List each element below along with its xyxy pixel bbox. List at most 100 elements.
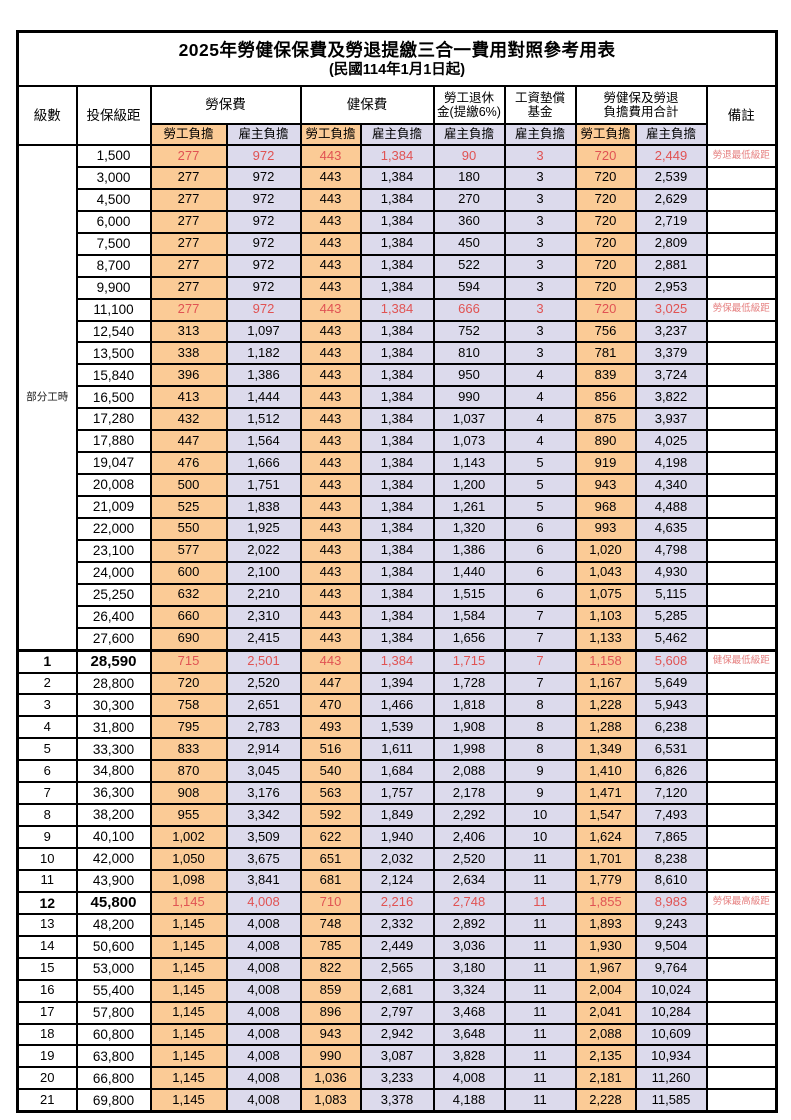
subheader-total-employer: 雇主負擔 bbox=[634, 123, 708, 146]
value-cell: 4,635 bbox=[634, 516, 708, 541]
subheader-fund-employer: 雇主負擔 bbox=[503, 123, 577, 146]
value-cell: 1,002 bbox=[149, 825, 228, 849]
bracket-cell: 66,800 bbox=[75, 1066, 152, 1091]
value-cell: 443 bbox=[299, 165, 362, 190]
note-cell bbox=[705, 560, 778, 585]
table-row: 部分工時 1,500 277 972 443 1,384 90 3 720 2,449 勞退最低級距 bbox=[16, 143, 778, 652]
value-cell: 4,008 bbox=[225, 1066, 302, 1091]
level-cell: 5 bbox=[16, 737, 78, 762]
value-cell: 270 bbox=[432, 187, 506, 212]
value-cell: 277 bbox=[149, 165, 228, 190]
note-cell bbox=[705, 253, 778, 278]
page-title: 2025年勞健保保費及勞退提繳三合一費用對照參考用表 bbox=[178, 39, 616, 60]
value-cell: 2,501 bbox=[225, 648, 302, 674]
value-cell: 1,182 bbox=[225, 341, 302, 366]
note-cell bbox=[705, 693, 778, 718]
value-cell: 1,384 bbox=[359, 297, 435, 322]
value-cell: 1,145 bbox=[149, 978, 228, 1003]
value-cell: 6 bbox=[503, 538, 577, 563]
value-cell: 5,115 bbox=[634, 582, 708, 607]
value-cell: 1,145 bbox=[149, 1044, 228, 1069]
value-cell: 6,826 bbox=[634, 759, 708, 784]
level-cell: 16 bbox=[16, 978, 78, 1003]
value-cell: 4,340 bbox=[634, 473, 708, 497]
table-row: 14 50,600 1,145 4,008 785 2,449 3,036 11 1,930 9,… bbox=[16, 934, 778, 959]
value-cell: 8 bbox=[503, 715, 577, 740]
value-cell: 1,701 bbox=[574, 847, 637, 871]
value-cell: 594 bbox=[432, 275, 506, 300]
value-cell: 577 bbox=[149, 538, 228, 563]
table-row: 12,540 313 1,097 443 1,384 752 3 756 3,237 bbox=[18, 319, 778, 344]
level-cell: 9 bbox=[16, 825, 78, 849]
table-row: 7 36,300 908 3,176 563 1,757 2,178 9 1,471 7,120 bbox=[16, 781, 778, 806]
bracket-cell: 8,700 bbox=[75, 253, 152, 278]
value-cell: 4 bbox=[503, 385, 577, 410]
value-cell: 1,384 bbox=[359, 473, 435, 497]
value-cell: 908 bbox=[149, 781, 228, 806]
bracket-cell: 63,800 bbox=[75, 1044, 152, 1069]
value-cell: 443 bbox=[299, 209, 362, 234]
value-cell: 1,145 bbox=[149, 1088, 228, 1113]
value-cell: 972 bbox=[225, 231, 302, 256]
value-cell: 720 bbox=[574, 297, 637, 322]
note-cell bbox=[705, 671, 778, 696]
value-cell: 516 bbox=[299, 737, 362, 762]
value-cell: 1,145 bbox=[149, 1066, 228, 1091]
col-header-bracket: 投保級距 bbox=[75, 85, 152, 146]
note-cell bbox=[705, 319, 778, 344]
value-cell: 756 bbox=[574, 319, 637, 344]
col-header-wage-fund: 工資墊償 基金 bbox=[503, 85, 577, 125]
value-cell: 313 bbox=[149, 319, 228, 344]
table-row: 7,500 277 972 443 1,384 450 3 720 2,809 bbox=[18, 231, 778, 256]
value-cell: 8,983 bbox=[634, 890, 708, 915]
value-cell: 7 bbox=[503, 648, 577, 674]
value-cell: 2,228 bbox=[574, 1088, 637, 1113]
level-cell: 1 bbox=[16, 648, 78, 674]
value-cell: 443 bbox=[299, 626, 362, 652]
value-cell: 2,520 bbox=[432, 847, 506, 871]
value-cell: 11 bbox=[503, 912, 577, 937]
value-cell: 1,656 bbox=[432, 626, 506, 652]
value-cell: 4,488 bbox=[634, 495, 708, 519]
bracket-cell: 28,800 bbox=[75, 671, 152, 696]
value-cell: 1,410 bbox=[574, 759, 637, 784]
table-row: 13 48,200 1,145 4,008 748 2,332 2,892 11 1,893 9,… bbox=[16, 912, 778, 937]
value-cell: 2,032 bbox=[359, 847, 435, 871]
value-cell: 666 bbox=[432, 297, 506, 322]
table-row: 11,100 277 972 443 1,384 666 3 720 3,025 勞保最低級距 bbox=[18, 297, 778, 322]
value-cell: 6,238 bbox=[634, 715, 708, 740]
value-cell: 710 bbox=[299, 890, 362, 915]
value-cell: 1,145 bbox=[149, 890, 228, 915]
fund-line2: 基金 bbox=[527, 105, 553, 119]
header-group-row: 級數 投保級距 勞保費 健保費 勞工退休 金(提繳6%) 工資墊償 基金 勞健保… bbox=[16, 85, 778, 146]
table-row: 27,600 690 2,415 443 1,384 1,656 7 1,133 5,462 bbox=[18, 626, 778, 652]
value-cell: 4,798 bbox=[634, 538, 708, 563]
value-cell: 1,386 bbox=[225, 363, 302, 388]
value-cell: 890 bbox=[574, 429, 637, 454]
value-cell: 720 bbox=[149, 671, 228, 696]
bracket-cell: 40,100 bbox=[75, 825, 152, 849]
value-cell: 3,724 bbox=[634, 363, 708, 388]
value-cell: 443 bbox=[299, 187, 362, 212]
value-cell: 443 bbox=[299, 495, 362, 519]
value-cell: 3 bbox=[503, 253, 577, 278]
value-cell: 5,462 bbox=[634, 626, 708, 652]
level-cell: 21 bbox=[16, 1088, 78, 1113]
note-cell bbox=[705, 1066, 778, 1091]
value-cell: 4,025 bbox=[634, 429, 708, 454]
value-cell: 972 bbox=[225, 144, 302, 168]
table-row: 23,100 577 2,022 443 1,384 1,386 6 1,020 4,798 bbox=[18, 538, 778, 563]
value-cell: 4,198 bbox=[634, 451, 708, 476]
value-cell: 856 bbox=[574, 385, 637, 410]
value-cell: 4,008 bbox=[225, 978, 302, 1003]
value-cell: 2,210 bbox=[225, 582, 302, 607]
value-cell: 1,998 bbox=[432, 737, 506, 762]
value-cell: 1,466 bbox=[359, 693, 435, 718]
table-row: 26,400 660 2,310 443 1,384 1,584 7 1,103 5,285 bbox=[18, 604, 778, 629]
value-cell: 1,908 bbox=[432, 715, 506, 740]
note-cell bbox=[705, 978, 778, 1003]
value-cell: 781 bbox=[574, 341, 637, 366]
subheader-health-employer: 雇主負擔 bbox=[359, 123, 435, 146]
value-cell: 1,611 bbox=[359, 737, 435, 762]
value-cell: 4,008 bbox=[225, 890, 302, 915]
